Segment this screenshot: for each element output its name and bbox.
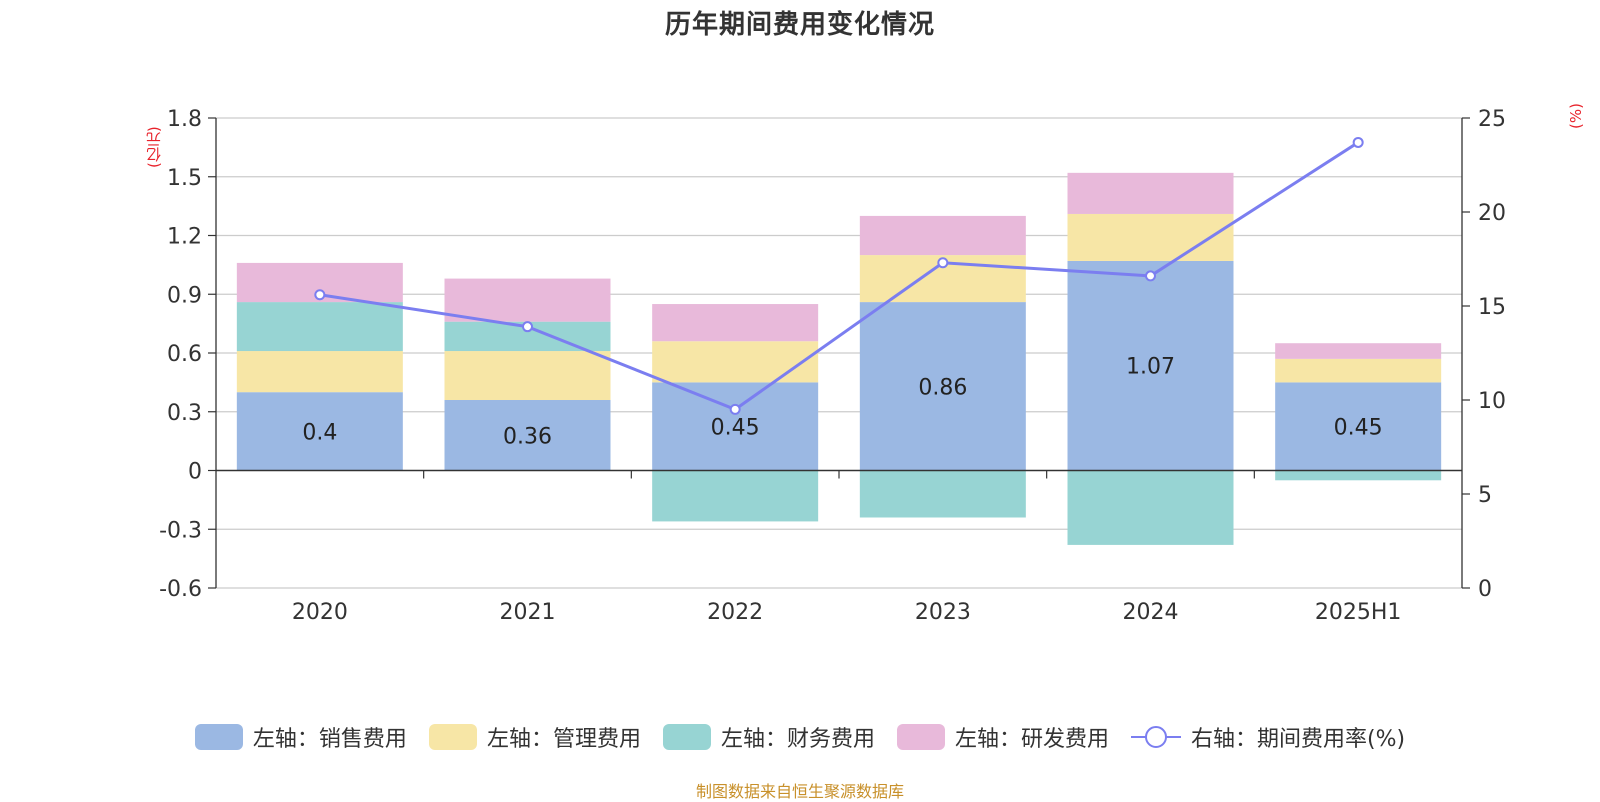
bar-segment[interactable] — [1067, 470, 1234, 545]
legend-swatch-admin — [428, 724, 477, 750]
bar-segment[interactable] — [859, 470, 1026, 518]
chart-legend: 左轴：销售费用 左轴：管理费用 左轴：财务费用 左轴：研发费用 右轴：期间费用率… — [0, 720, 1600, 754]
bar-data-label: 0.45 — [711, 415, 760, 440]
data-labels: 0.4 0.36 0.45 0.86 1.07 0.45 — [302, 355, 1382, 450]
right-tick-label: 25 — [1478, 107, 1506, 132]
bar-segment[interactable] — [652, 341, 819, 383]
legend-label-ratio: 右轴：期间费用率(%) — [1190, 727, 1406, 752]
legend-item-sales-expense[interactable]: 左轴：销售费用 — [194, 721, 407, 753]
bar-segment[interactable] — [444, 351, 611, 400]
x-category-label: 2025H1 — [1315, 600, 1402, 625]
bar-segment[interactable] — [652, 382, 819, 471]
legend-item-admin-expense[interactable]: 左轴：管理费用 — [428, 721, 641, 753]
x-category-label: 2021 — [500, 600, 556, 625]
bar-data-label: 0.86 — [918, 375, 967, 400]
left-tick-label: 0.3 — [167, 401, 202, 426]
x-category-label: 2020 — [292, 600, 348, 625]
bar-segment[interactable] — [444, 278, 611, 322]
bar-data-label: 0.36 — [503, 424, 552, 449]
bar-segment[interactable] — [652, 470, 819, 522]
bar-segment[interactable] — [859, 215, 1026, 256]
bar-segment[interactable] — [236, 302, 403, 352]
left-tick-label: -0.6 — [159, 577, 202, 602]
grid-lines — [216, 117, 1462, 589]
legend-item-expense-ratio[interactable]: 右轴：期间费用率(%) — [1130, 721, 1406, 753]
bar-segment[interactable] — [859, 302, 1026, 471]
left-tick-label: 0.6 — [167, 342, 202, 367]
expense-ratio-point[interactable] — [729, 403, 741, 415]
left-tick-label: 1.2 — [167, 225, 202, 250]
bar-segment[interactable] — [236, 392, 403, 471]
bar-segment[interactable] — [652, 304, 819, 342]
left-tick-label: -0.3 — [159, 518, 202, 543]
bar-segment[interactable] — [1275, 358, 1442, 383]
axes: 1.8 1.5 1.2 0.9 0.6 0.3 0 -0.3 -0.6 25 20 15 10 5 0 202… — [159, 107, 1506, 625]
bar-segment[interactable] — [1067, 172, 1234, 214]
left-tick-label: 0.9 — [167, 283, 202, 308]
bar-segment[interactable] — [1067, 213, 1234, 261]
x-category-label: 2022 — [707, 600, 763, 625]
expense-ratio-point[interactable] — [314, 289, 326, 301]
x-category-label: 2023 — [915, 600, 971, 625]
right-tick-label: 15 — [1478, 295, 1506, 320]
expense-ratio-line — [319, 141, 1359, 412]
right-tick-label: 0 — [1478, 577, 1492, 602]
left-tick-label: 1.5 — [167, 166, 202, 191]
legend-label-finance: 左轴：财务费用 — [720, 727, 875, 752]
expense-ratio-point[interactable] — [522, 321, 533, 333]
line-series — [314, 136, 1364, 415]
left-tick-label: 1.8 — [167, 107, 202, 132]
legend-label-rd: 左轴：研发费用 — [954, 727, 1109, 752]
bar-segment[interactable] — [444, 400, 611, 471]
legend-swatch-rd — [896, 724, 945, 750]
bar-segment[interactable] — [1067, 260, 1234, 471]
expense-ratio-point[interactable] — [1145, 270, 1156, 282]
legend-item-rd-expense[interactable]: 左轴：研发费用 — [896, 721, 1109, 753]
right-tick-label: 20 — [1478, 201, 1506, 226]
bar-series — [236, 172, 1442, 545]
bar-segment[interactable] — [236, 351, 403, 393]
legend-swatch-sales — [194, 724, 243, 750]
chart-title: 历年期间费用变化情况 — [664, 10, 935, 40]
x-category-label: 2024 — [1123, 600, 1179, 625]
bar-data-label: 0.4 — [302, 420, 337, 445]
right-tick-label: 5 — [1478, 483, 1492, 508]
bar-segment[interactable] — [1275, 343, 1442, 359]
bar-data-label: 1.07 — [1126, 355, 1175, 380]
bar-data-label: 0.45 — [1334, 415, 1383, 440]
bar-segment[interactable] — [1275, 470, 1442, 481]
legend-label-admin: 左轴：管理费用 — [486, 727, 641, 752]
legend-item-finance-expense[interactable]: 左轴：财务费用 — [662, 721, 875, 753]
legend-label-sales: 左轴：销售费用 — [252, 727, 407, 752]
left-tick-label: 0 — [188, 460, 202, 485]
right-tick-label: 10 — [1478, 389, 1506, 414]
legend-line-marker-icon — [1130, 726, 1181, 748]
bar-segment[interactable] — [1275, 382, 1442, 471]
source-note: 制图数据来自恒生聚源数据库 — [695, 782, 904, 801]
expense-ratio-point[interactable] — [937, 257, 949, 269]
expense-ratio-point[interactable] — [1352, 136, 1364, 148]
legend-swatch-finance — [662, 724, 711, 750]
